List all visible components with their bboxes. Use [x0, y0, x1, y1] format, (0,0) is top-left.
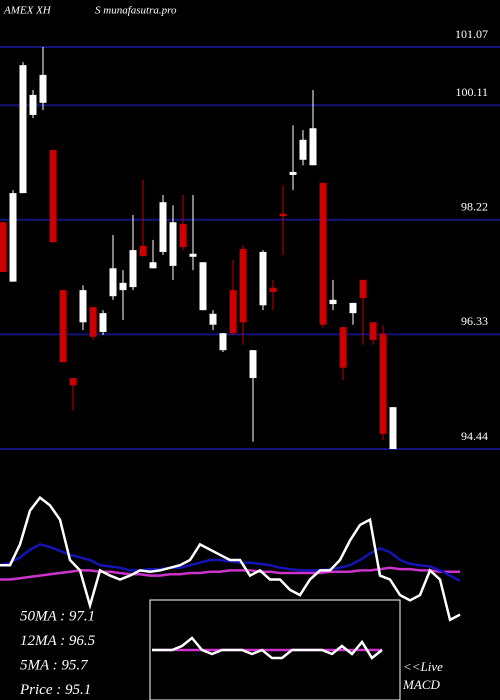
candle-body	[269, 287, 277, 292]
indicator-line	[152, 636, 383, 660]
y-tick-label: 100.11	[455, 85, 488, 99]
candle-body	[69, 378, 77, 386]
candle-body	[249, 350, 257, 379]
candle-body	[39, 74, 47, 103]
ticker: AMEX XH	[3, 5, 52, 17]
macd-box	[149, 599, 401, 700]
candle-body	[209, 313, 217, 325]
candle-body	[349, 302, 357, 314]
candle-body	[379, 333, 387, 434]
candle-body	[389, 407, 397, 449]
candle-body	[239, 248, 247, 323]
candle-body	[159, 202, 167, 252]
indicator-line	[0, 566, 460, 581]
candle-body	[119, 282, 127, 291]
candle-body	[129, 250, 137, 288]
candle-body	[309, 128, 317, 166]
candle-body	[79, 290, 87, 323]
ma-label: 50MA : 97.1	[20, 608, 95, 624]
y-tick-label: 94.44	[461, 429, 488, 443]
y-tick-label: 98.22	[461, 200, 488, 214]
candle-body	[139, 245, 147, 257]
y-tick-label: 96.33	[461, 314, 488, 328]
candle-body	[9, 193, 17, 282]
live-label: <<Live	[403, 659, 443, 674]
macd-label: MACD	[402, 677, 440, 692]
candle-body	[19, 65, 27, 194]
candle-body	[0, 222, 7, 272]
candle-body	[279, 213, 287, 217]
ma-label: 12MA : 96.5	[20, 633, 96, 649]
candle-body	[29, 94, 37, 115]
candle-body	[49, 150, 57, 243]
candle-body	[59, 290, 67, 363]
candle-body	[89, 307, 97, 337]
candle-body	[189, 253, 197, 257]
candle-body	[369, 322, 377, 340]
candle-body	[149, 262, 157, 269]
indicator-line	[0, 495, 461, 622]
candle-body	[169, 222, 177, 266]
candle-body	[299, 139, 307, 160]
ma-label: 5MA : 95.7	[20, 657, 89, 673]
y-tick-label: 101.07	[455, 27, 488, 41]
ma-label: Price : 95.1	[19, 682, 91, 698]
candle-body	[179, 224, 187, 248]
indicator-line	[0, 543, 461, 582]
candle-body	[199, 262, 207, 311]
candle-body	[229, 290, 237, 334]
candle-body	[109, 268, 117, 297]
candle-body	[219, 333, 227, 351]
candle-body	[319, 182, 327, 325]
site: S munafasutra.pro	[95, 5, 177, 17]
candle-body	[359, 279, 367, 299]
candle-body	[259, 251, 267, 306]
candle-body	[289, 171, 297, 175]
candle-body	[329, 299, 337, 305]
candle-body	[99, 313, 107, 332]
candle-body	[339, 327, 347, 368]
